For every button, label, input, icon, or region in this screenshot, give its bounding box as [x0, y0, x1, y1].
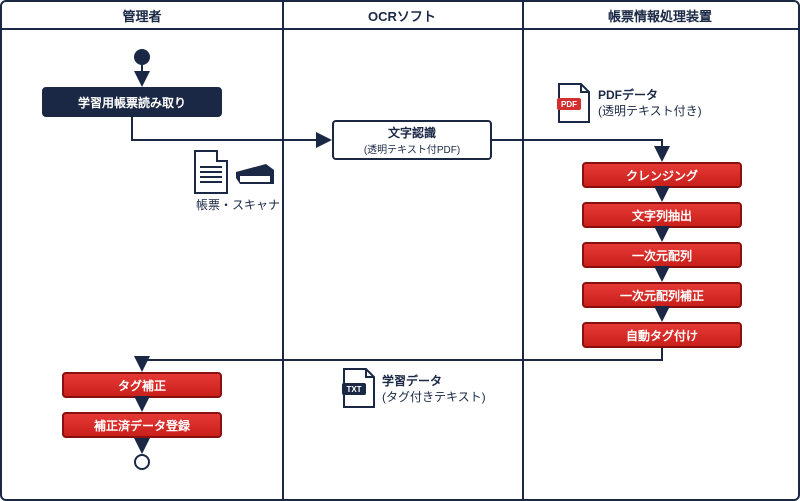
- form-scanner-label: 帳票・スキャナ: [188, 198, 288, 214]
- node-array1d-corr: 一次元配列補正: [582, 282, 742, 308]
- node-register: 補正済データ登録: [62, 412, 222, 438]
- start-node: [134, 49, 150, 65]
- lane-header-device: 帳票情報処理装置: [522, 2, 798, 30]
- node-ocr-sub: (透明テキスト付PDF): [364, 141, 460, 156]
- swimlane-diagram: 管理者 OCRソフト 帳票情報処理装置 学習用帳票読み取り 帳票・スキャナ 文字…: [0, 0, 800, 501]
- node-reader-label: 学習用帳票読み取り: [78, 94, 186, 111]
- lane-header-admin: 管理者: [2, 2, 282, 30]
- node-ocr: 文字認識 (透明テキスト付PDF): [332, 120, 492, 160]
- pdf-label: PDFデータ (透明テキスト付き): [598, 88, 748, 119]
- document-icon: [194, 150, 228, 194]
- node-array1d: 一次元配列: [582, 242, 742, 268]
- svg-text:TXT: TXT: [346, 385, 361, 394]
- scanner-icon: [234, 162, 276, 193]
- lane-divider-1: [282, 2, 284, 499]
- pdf-icon: PDF: [557, 82, 591, 124]
- txt-icon: TXT: [342, 367, 376, 409]
- node-cleansing: クレンジング: [582, 162, 742, 188]
- node-autotag: 自動タグ付け: [582, 322, 742, 348]
- end-node: [134, 454, 150, 470]
- txt-label: 学習データ (タグ付きテキスト): [382, 374, 512, 405]
- node-reader: 学習用帳票読み取り: [42, 87, 222, 117]
- node-extract: 文字列抽出: [582, 202, 742, 228]
- svg-text:PDF: PDF: [561, 100, 577, 109]
- node-ocr-label: 文字認識: [388, 124, 436, 141]
- node-tag-corr: タグ補正: [62, 372, 222, 398]
- lane-header-ocr: OCRソフト: [282, 2, 522, 30]
- lane-divider-2: [522, 2, 524, 499]
